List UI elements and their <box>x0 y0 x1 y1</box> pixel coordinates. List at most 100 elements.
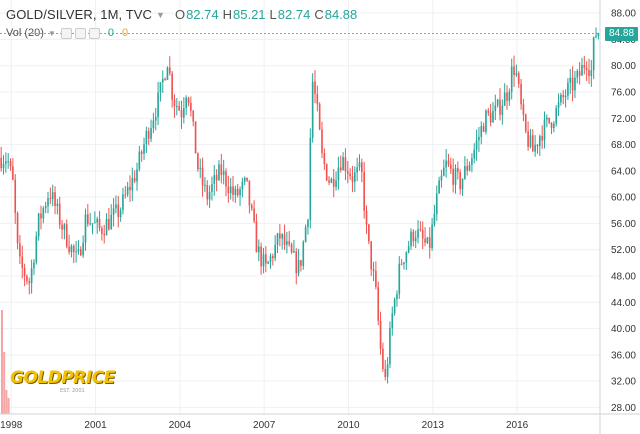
candle-body <box>449 164 452 169</box>
candle-body <box>412 231 415 242</box>
candle-body <box>487 110 490 113</box>
goldprice-logo: GOLDPRICE <box>10 368 115 388</box>
candle-body <box>28 281 31 284</box>
candle-body <box>410 231 412 247</box>
y-tick-label: 52.00 <box>611 245 636 256</box>
candle-body <box>35 236 38 263</box>
y-tick-label: 28.00 <box>611 403 636 414</box>
candle-body <box>56 203 59 207</box>
candle-body <box>65 224 68 247</box>
candle-body <box>311 81 314 138</box>
y-tick-label: 88.00 <box>611 9 636 20</box>
ohlc-high-value: 85.21 <box>233 7 266 22</box>
candle-body <box>204 184 206 186</box>
candle-body <box>300 260 302 266</box>
candle-body <box>368 224 370 242</box>
candle-body <box>403 262 405 264</box>
candle-body <box>459 172 462 190</box>
candle-body <box>267 261 269 264</box>
candle-body <box>419 229 422 231</box>
candle-body <box>72 245 75 253</box>
candle-body <box>302 241 305 266</box>
candle-body <box>492 111 494 123</box>
y-tick-label: 48.00 <box>611 272 636 283</box>
candle-body <box>75 251 77 253</box>
x-tick-label: 2016 <box>506 420 529 431</box>
candle-body <box>42 208 45 219</box>
close-icon[interactable] <box>88 27 100 39</box>
candle-body <box>94 222 96 224</box>
candle-body <box>77 249 80 252</box>
y-tick-label: 32.00 <box>611 377 636 388</box>
candle-body <box>16 212 19 244</box>
candle-body <box>557 102 560 109</box>
candle-body <box>159 82 162 93</box>
settings-icon[interactable] <box>74 27 86 39</box>
candle-body <box>414 237 417 242</box>
candle-body <box>337 167 340 181</box>
candle-body <box>536 144 539 147</box>
candle-body <box>307 219 309 228</box>
candle-body <box>295 251 298 274</box>
chevron-down-icon[interactable]: ▼ <box>47 28 56 38</box>
candle-body <box>257 246 260 253</box>
goldprice-logo-sub: EST. 2001 <box>60 388 85 394</box>
candle-body <box>431 224 433 248</box>
x-tick-label: 2013 <box>422 420 445 431</box>
y-tick-label: 44.00 <box>611 298 636 309</box>
candle-body <box>520 83 522 105</box>
candle-body <box>227 186 230 194</box>
candle-body <box>339 167 342 171</box>
candle-body <box>218 164 220 181</box>
candle-body <box>590 70 593 76</box>
candle-body <box>14 179 17 213</box>
candle-body <box>578 71 581 76</box>
candle-body <box>447 160 450 165</box>
candle-body <box>117 204 120 217</box>
candle-body <box>531 135 534 152</box>
candle-body <box>0 157 2 169</box>
candle-body <box>571 77 574 91</box>
candle-body <box>23 267 26 277</box>
candle-body <box>588 70 590 76</box>
candle-body <box>363 171 365 211</box>
candle-body <box>154 117 157 121</box>
x-axis[interactable]: 1998 2001 2004 2007 2010 2013 2016 <box>0 413 640 431</box>
candle-body <box>183 108 185 118</box>
candle-body <box>255 221 258 253</box>
candle-body <box>206 184 209 200</box>
candle-body <box>91 223 94 225</box>
candle-body <box>379 320 382 349</box>
y-axis[interactable]: 28.00 32.00 36.00 40.00 44.00 48.00 52.00 56.00… <box>599 0 636 434</box>
candle-body <box>576 71 579 78</box>
candle-body <box>288 241 291 245</box>
candle-body <box>264 254 267 264</box>
candle-body <box>510 66 513 92</box>
candle-body <box>372 269 375 271</box>
candle-body <box>321 129 323 153</box>
candle-body <box>522 104 525 115</box>
candle-body <box>211 184 213 192</box>
candle-body <box>185 97 188 109</box>
candle-body <box>279 233 281 239</box>
candle-body <box>346 171 349 174</box>
candle-body <box>421 230 424 239</box>
candle-body <box>553 123 555 129</box>
candle-body <box>96 218 99 223</box>
candle-body <box>466 166 469 171</box>
symbol-title: GOLD/SILVER, 1M, TVC <box>6 7 153 22</box>
chevron-down-icon[interactable]: ▼ <box>156 9 165 20</box>
candle-body <box>304 227 307 242</box>
y-tick-label: 72.00 <box>611 114 636 125</box>
candle-body <box>180 110 183 118</box>
candle-body <box>513 66 515 76</box>
eye-icon[interactable] <box>60 27 72 39</box>
candle-body <box>314 81 316 94</box>
candle-body <box>274 244 276 259</box>
candle-body <box>276 233 279 245</box>
candle-body <box>389 328 391 365</box>
candle-body <box>555 108 558 124</box>
candle-body <box>131 177 134 191</box>
candle-body <box>243 177 246 182</box>
